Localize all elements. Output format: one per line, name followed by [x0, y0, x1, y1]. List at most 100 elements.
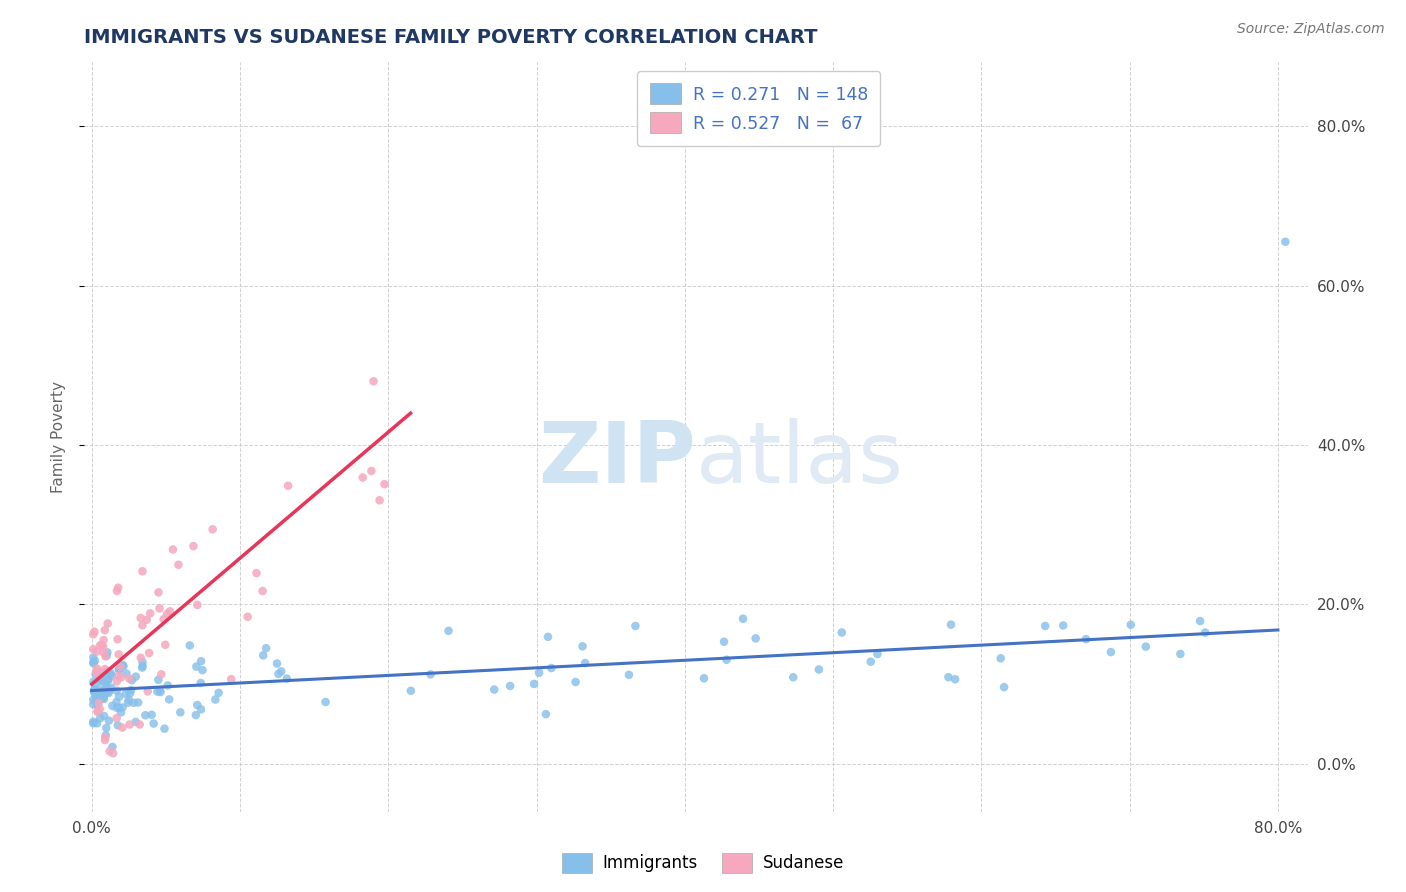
Point — [150, 667, 173, 681]
Point — [86, 664, 108, 678]
Point — [84, 667, 107, 681]
Point — [110, 670, 132, 684]
Point — [527, 665, 550, 680]
Point — [110, 706, 132, 720]
Point — [148, 585, 170, 599]
Point — [97, 673, 120, 687]
Point — [108, 700, 131, 714]
Point — [399, 683, 422, 698]
Point — [419, 667, 441, 681]
Point — [190, 654, 212, 668]
Point — [118, 672, 141, 686]
Point — [110, 659, 132, 673]
Point — [437, 624, 460, 638]
Point — [167, 558, 190, 572]
Point — [352, 470, 374, 484]
Legend: Immigrants, Sudanese: Immigrants, Sudanese — [555, 847, 851, 880]
Point — [84, 654, 107, 668]
Point — [97, 714, 120, 728]
Point — [90, 685, 112, 699]
Point — [131, 660, 153, 674]
Point — [107, 648, 129, 662]
Point — [373, 477, 395, 491]
Point — [96, 721, 118, 735]
Point — [105, 674, 128, 689]
Point — [169, 706, 191, 720]
Point — [617, 667, 640, 681]
Point — [148, 673, 170, 687]
Point — [101, 668, 124, 682]
Point — [86, 716, 108, 731]
Point — [245, 566, 267, 581]
Point — [93, 633, 115, 648]
Point — [183, 539, 205, 553]
Point — [101, 747, 124, 761]
Point — [87, 689, 110, 703]
Point — [86, 704, 108, 718]
Point — [142, 716, 165, 731]
Point — [236, 609, 259, 624]
Point — [89, 639, 111, 653]
Point — [186, 659, 208, 673]
Point — [993, 680, 1015, 694]
Point — [125, 714, 148, 729]
Point — [564, 675, 586, 690]
Point — [128, 717, 150, 731]
Point — [117, 696, 139, 710]
Point — [94, 649, 117, 664]
Point — [101, 739, 124, 754]
Point — [122, 696, 145, 710]
Point — [186, 598, 208, 612]
Point — [276, 672, 298, 686]
Point — [105, 695, 128, 709]
Point — [107, 718, 129, 732]
Point — [96, 648, 118, 663]
Point — [156, 607, 179, 621]
Point — [82, 642, 104, 657]
Point — [131, 564, 153, 578]
Point — [84, 693, 107, 707]
Point — [82, 656, 104, 670]
Point — [499, 679, 522, 693]
Y-axis label: Family Poverty: Family Poverty — [51, 381, 66, 493]
Point — [156, 678, 179, 692]
Point — [82, 674, 104, 689]
Point — [267, 667, 290, 681]
Point — [534, 707, 557, 722]
Point — [624, 619, 647, 633]
Point — [105, 711, 128, 725]
Point — [89, 674, 111, 689]
Text: ZIP: ZIP — [538, 418, 696, 501]
Point — [153, 722, 176, 736]
Point — [368, 493, 391, 508]
Point — [782, 670, 804, 684]
Point — [94, 678, 117, 692]
Point — [91, 640, 114, 654]
Point — [111, 658, 134, 673]
Point — [131, 659, 153, 673]
Point — [484, 682, 506, 697]
Point — [97, 616, 120, 631]
Point — [89, 702, 111, 716]
Point — [159, 604, 181, 618]
Point — [1052, 618, 1074, 632]
Point — [83, 686, 105, 700]
Point — [91, 691, 114, 706]
Point — [121, 673, 143, 688]
Point — [86, 689, 108, 703]
Point — [115, 666, 138, 681]
Point — [938, 670, 960, 684]
Point — [713, 634, 735, 648]
Text: atlas: atlas — [696, 418, 904, 501]
Point — [118, 686, 141, 700]
Point — [83, 682, 105, 697]
Point — [112, 659, 135, 673]
Point — [90, 689, 112, 703]
Point — [86, 698, 108, 712]
Point — [82, 692, 104, 706]
Point — [97, 664, 120, 678]
Point — [105, 700, 128, 714]
Point — [201, 522, 224, 536]
Point — [129, 650, 152, 665]
Point — [94, 676, 117, 690]
